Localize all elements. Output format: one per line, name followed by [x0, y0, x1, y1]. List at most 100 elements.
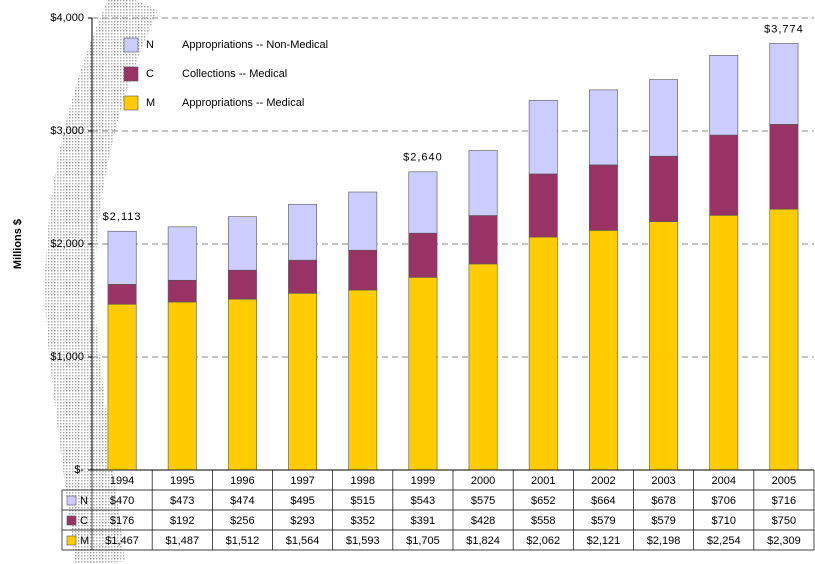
bar-segment — [649, 156, 677, 221]
bar-segment — [589, 90, 617, 165]
x-tick-label: 2003 — [651, 475, 675, 487]
bar-segment — [168, 280, 196, 302]
bar-segment — [228, 270, 256, 299]
table-cell: $256 — [230, 515, 254, 527]
table-cell: $678 — [651, 495, 675, 507]
bar-segment — [108, 284, 136, 304]
x-tick-label: 1997 — [290, 475, 314, 487]
table-cell: $515 — [351, 495, 375, 507]
chart: Millions $ $-$1,000$2,000$3,000$4,000$2,… — [0, 0, 815, 564]
table-cell: $1,467 — [105, 535, 139, 547]
bar-segment — [108, 231, 136, 284]
table-cell: $579 — [591, 515, 615, 527]
bar-segment — [409, 233, 437, 277]
bar-segment — [529, 237, 557, 470]
bar-segment — [349, 192, 377, 250]
table-cell: $652 — [531, 495, 555, 507]
table-row-header: N — [80, 495, 88, 507]
table-cell: $495 — [290, 495, 314, 507]
legend-swatch — [124, 38, 138, 52]
bar-segment — [168, 302, 196, 470]
table-cell: $575 — [471, 495, 495, 507]
table-cell: $1,824 — [466, 535, 500, 547]
bar-segment — [288, 293, 316, 470]
y-tick-label: $2,000 — [50, 238, 84, 250]
bar-segment — [288, 204, 316, 260]
table-cell: $192 — [170, 515, 194, 527]
bar-segment — [710, 135, 738, 215]
table-cell: $558 — [531, 515, 555, 527]
bar-segment — [409, 277, 437, 470]
bar-segment — [649, 222, 677, 470]
bar-segment — [589, 165, 617, 230]
x-tick-label: 2001 — [531, 475, 555, 487]
bar-segment — [770, 124, 798, 209]
table-cell: $579 — [651, 515, 675, 527]
table-cell: $710 — [712, 515, 736, 527]
table-cell: $1,593 — [346, 535, 380, 547]
table-cell: $706 — [712, 495, 736, 507]
bar-segment — [469, 264, 497, 470]
x-tick-label: 1998 — [351, 475, 375, 487]
legend-key: M — [146, 97, 155, 109]
total-annotation: $2,640 — [403, 152, 443, 164]
table-cell: $352 — [351, 515, 375, 527]
bar-segment — [710, 55, 738, 135]
legend-label: Collections -- Medical — [182, 68, 287, 80]
bar-segment — [108, 304, 136, 470]
bar-segment — [469, 151, 497, 216]
table-cell: $543 — [411, 495, 435, 507]
table-cell: $470 — [110, 495, 134, 507]
x-tick-label: 2002 — [591, 475, 615, 487]
legend-swatch — [124, 67, 138, 81]
table-cell: $2,062 — [526, 535, 560, 547]
legend-label: Appropriations -- Medical — [182, 97, 304, 109]
table-cell: $473 — [170, 495, 194, 507]
x-tick-label: 1995 — [170, 475, 194, 487]
total-annotation: $2,113 — [103, 211, 142, 223]
y-axis-label: Millions $ — [12, 219, 24, 269]
bar-segment — [409, 172, 437, 233]
bar-segment — [710, 215, 738, 470]
table-cell: $716 — [772, 495, 796, 507]
bar-segment — [349, 250, 377, 290]
table-cell: $428 — [471, 515, 495, 527]
table-cell: $176 — [110, 515, 134, 527]
bar-segment — [529, 174, 557, 237]
legend-label: Appropriations -- Non-Medical — [182, 39, 328, 51]
table-cell: $474 — [230, 495, 254, 507]
table-cell: $1,512 — [226, 535, 260, 547]
legend-key: C — [146, 68, 154, 80]
table-cell: $1,487 — [165, 535, 199, 547]
bar-segment — [228, 217, 256, 271]
x-tick-label: 1994 — [110, 475, 134, 487]
bar-segment — [469, 216, 497, 264]
table-swatch — [67, 496, 76, 505]
bar-segment — [770, 43, 798, 124]
table-cell: $391 — [411, 515, 435, 527]
legend-key: N — [146, 39, 154, 51]
table-cell: $2,309 — [767, 535, 801, 547]
bar-segment — [288, 260, 316, 293]
bar-segment — [649, 80, 677, 157]
table-row-header: M — [80, 535, 89, 547]
legend-swatch — [124, 96, 138, 110]
y-tick-label: $3,000 — [50, 125, 84, 137]
y-tick-label: $- — [74, 464, 84, 476]
x-tick-label: 2004 — [712, 475, 736, 487]
x-tick-label: 1999 — [411, 475, 435, 487]
table-swatch — [67, 516, 76, 525]
x-tick-label: 2000 — [471, 475, 495, 487]
table-cell: $2,121 — [587, 535, 621, 547]
table-cell: $1,705 — [406, 535, 440, 547]
table-cell: $1,564 — [286, 535, 320, 547]
table-cell: $664 — [591, 495, 615, 507]
table-cell: $2,198 — [647, 535, 681, 547]
x-tick-label: 2005 — [772, 475, 796, 487]
table-cell: $2,254 — [707, 535, 741, 547]
bar-segment — [529, 100, 557, 174]
total-annotation: $3,774 — [764, 23, 804, 35]
x-tick-label: 1996 — [230, 475, 254, 487]
bar-segment — [589, 230, 617, 470]
table-cell: $750 — [772, 515, 796, 527]
